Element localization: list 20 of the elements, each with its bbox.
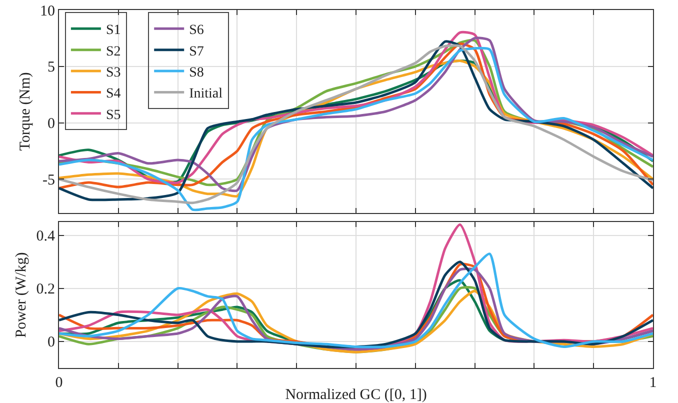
y-tick-label: -5 bbox=[42, 172, 55, 188]
legend-label: S2 bbox=[106, 44, 121, 60]
legend-label: S4 bbox=[106, 86, 121, 102]
legend-label: S3 bbox=[106, 65, 121, 80]
y-axis-title: Power (W/kg) bbox=[14, 252, 30, 338]
y-tick-label: 0 bbox=[48, 334, 55, 351]
x-tick-label: 1 bbox=[649, 375, 657, 391]
y-tick-label: 10 bbox=[40, 3, 55, 20]
y-tick-label: 0 bbox=[48, 116, 55, 132]
y-axis-title: Torque (Nm) bbox=[17, 72, 34, 151]
x-axis-title: Normalized GC ([0, 1]) bbox=[285, 387, 427, 403]
legend-label: S6 bbox=[189, 23, 204, 38]
y-tick-label: 5 bbox=[48, 60, 55, 76]
y-tick-label: 0.2 bbox=[36, 282, 55, 298]
legend-label: S8 bbox=[189, 65, 204, 80]
legend-label: S7 bbox=[189, 44, 204, 60]
legend-label: Initial bbox=[189, 86, 223, 102]
legend-label: S1 bbox=[106, 23, 121, 38]
legend-label: S5 bbox=[106, 108, 121, 123]
y-tick-label: 0.4 bbox=[36, 228, 56, 245]
